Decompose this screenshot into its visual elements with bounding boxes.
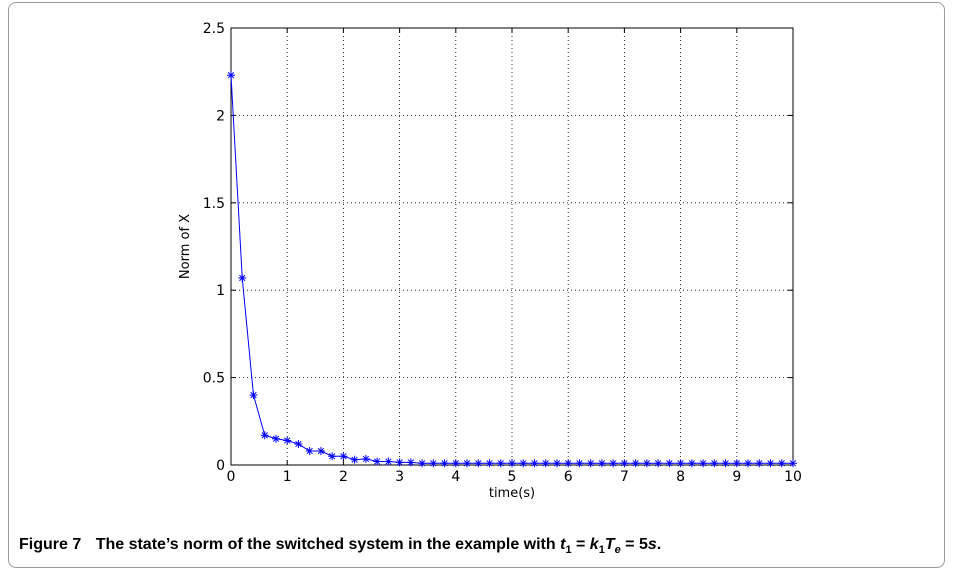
data-point <box>373 457 382 466</box>
eq-k: k <box>589 536 599 553</box>
x-tick-labels: 0 1 2 3 4 5 6 7 8 9 10 <box>227 469 802 485</box>
data-point <box>654 459 663 468</box>
data-point <box>316 447 325 456</box>
data-point <box>575 459 584 468</box>
data-point <box>609 459 618 468</box>
data-point <box>744 459 753 468</box>
data-point <box>339 452 348 461</box>
data-point <box>429 459 438 468</box>
data-point <box>474 459 483 468</box>
figure-frame <box>8 2 945 568</box>
data-point <box>238 273 247 282</box>
x-tick-label: 0 <box>227 469 236 485</box>
data-point <box>586 459 595 468</box>
data-point <box>541 459 550 468</box>
x-tick-label: 5 <box>508 469 517 485</box>
data-point <box>755 459 764 468</box>
x-tick-label: 10 <box>784 469 802 485</box>
data-point <box>451 459 460 468</box>
x-tick-label: 9 <box>732 469 741 485</box>
data-point <box>249 391 258 400</box>
data-point <box>766 459 775 468</box>
eq-T-sub: e <box>614 544 621 557</box>
eq-t-sub: 1 <box>565 544 572 557</box>
data-point <box>384 457 393 466</box>
data-point <box>496 459 505 468</box>
data-point <box>418 459 427 468</box>
y-tick-label: 1.5 <box>203 196 225 212</box>
caption-text: The state’s norm of the switched system … <box>95 536 556 553</box>
series-line <box>230 75 793 464</box>
x-axis-label: time(s) <box>489 486 535 501</box>
series-markers <box>227 71 797 468</box>
data-point <box>687 459 696 468</box>
eq-k-sub: 1 <box>598 544 605 557</box>
eq-equals-2: = 5 <box>620 536 648 553</box>
data-point <box>328 452 337 461</box>
y-tick-label: 0 <box>216 458 225 474</box>
data-point <box>395 458 404 467</box>
data-point <box>552 459 561 468</box>
data-point <box>283 436 292 445</box>
axis-ticks <box>230 27 794 466</box>
data-point <box>406 458 415 467</box>
data-point <box>620 459 629 468</box>
x-tick-label: 6 <box>564 469 573 485</box>
data-point <box>260 431 269 440</box>
data-point <box>463 459 472 468</box>
data-point <box>564 459 573 468</box>
data-point <box>485 459 494 468</box>
eq-equals-1: = <box>571 536 590 553</box>
data-point <box>519 459 528 468</box>
x-tick-label: 7 <box>620 469 629 485</box>
data-point <box>631 459 640 468</box>
data-point <box>710 459 719 468</box>
grid <box>231 28 793 465</box>
data-point <box>361 454 370 463</box>
eq-T: T <box>604 536 615 553</box>
eq-end: . <box>656 536 662 553</box>
data-point <box>777 459 786 468</box>
data-point <box>699 459 708 468</box>
eq-t: t <box>560 536 566 553</box>
figure-caption: Figure 7 The state’s norm of the switche… <box>19 536 661 556</box>
data-point <box>642 459 651 468</box>
data-point <box>530 459 539 468</box>
x-tick-label: 2 <box>339 469 348 485</box>
data-point <box>227 71 235 80</box>
y-tick-labels: 0 0.5 1 1.5 2 2.5 <box>203 21 225 474</box>
data-point <box>508 459 516 468</box>
data-point <box>789 459 797 468</box>
data-point <box>676 459 685 468</box>
x-tick-label: 3 <box>395 469 404 485</box>
y-tick-label: 1 <box>216 283 225 299</box>
data-point <box>271 434 280 443</box>
y-tick-label: 2.5 <box>203 21 225 37</box>
data-point <box>440 459 449 468</box>
figure-label: Figure 7 <box>19 536 82 553</box>
data-point <box>665 459 674 468</box>
y-tick-label: 2 <box>216 108 225 124</box>
data-point <box>732 459 741 468</box>
x-tick-label: 8 <box>676 469 685 485</box>
data-point <box>294 440 303 449</box>
eq-s: s <box>647 536 657 553</box>
data-point <box>305 447 314 456</box>
y-axis-label: Norm of X <box>178 214 193 279</box>
x-tick-label: 4 <box>451 469 460 485</box>
y-tick-label: 0.5 <box>203 371 225 387</box>
plot-area <box>230 27 794 466</box>
data-point <box>350 455 359 464</box>
x-tick-label: 1 <box>283 469 292 485</box>
data-point <box>721 459 730 468</box>
data-point <box>597 459 606 468</box>
